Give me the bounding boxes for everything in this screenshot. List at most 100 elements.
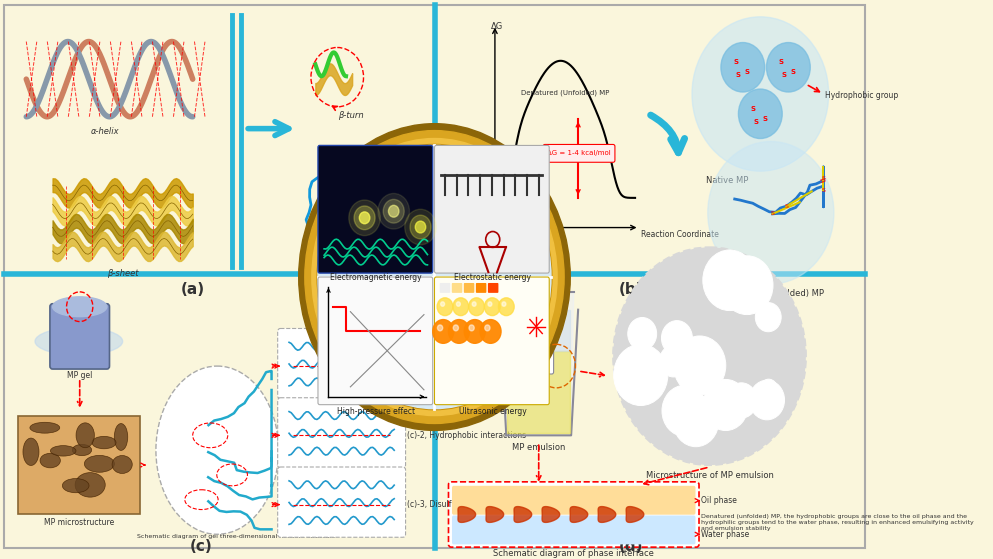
Text: Electrostatic energy: Electrostatic energy (454, 273, 531, 282)
Circle shape (465, 320, 486, 343)
Ellipse shape (30, 422, 60, 433)
Text: Reaction Coordinate: Reaction Coordinate (641, 230, 719, 239)
Text: Random Coil: Random Coil (333, 265, 385, 274)
Ellipse shape (76, 423, 94, 448)
Text: Native MP: Native MP (706, 176, 749, 185)
Ellipse shape (72, 444, 91, 456)
Circle shape (661, 321, 692, 356)
FancyBboxPatch shape (464, 283, 475, 293)
Text: Electromagnetic energy: Electromagnetic energy (331, 273, 422, 282)
Ellipse shape (112, 456, 132, 473)
FancyBboxPatch shape (278, 398, 405, 468)
Ellipse shape (23, 438, 39, 466)
FancyBboxPatch shape (278, 329, 405, 399)
Circle shape (355, 206, 375, 230)
FancyBboxPatch shape (440, 283, 450, 293)
Text: MP microstructure: MP microstructure (44, 518, 114, 528)
Text: (d): (d) (619, 539, 642, 554)
Text: MP: MP (527, 354, 539, 363)
Text: S: S (821, 176, 825, 181)
Text: (c)-3, Disulfide bonds: (c)-3, Disulfide bonds (407, 500, 490, 509)
Text: S: S (733, 59, 739, 65)
Circle shape (349, 200, 380, 236)
Text: (c): (c) (190, 539, 213, 554)
Circle shape (613, 247, 806, 465)
Text: Schematic diagram of phase interface: Schematic diagram of phase interface (494, 549, 654, 558)
Circle shape (614, 344, 668, 405)
Text: S: S (821, 178, 825, 183)
Text: Water phase: Water phase (701, 530, 749, 539)
Circle shape (469, 298, 485, 316)
Polygon shape (507, 310, 570, 351)
Circle shape (318, 145, 551, 409)
Circle shape (383, 200, 404, 223)
Circle shape (760, 379, 778, 399)
Polygon shape (503, 292, 574, 435)
Ellipse shape (40, 453, 61, 468)
Text: β-sheet: β-sheet (107, 269, 138, 278)
Text: Microstructure of MP emulsion: Microstructure of MP emulsion (645, 471, 774, 480)
Ellipse shape (63, 479, 89, 492)
Ellipse shape (114, 424, 128, 451)
Text: S: S (784, 203, 788, 209)
Ellipse shape (53, 297, 107, 316)
Circle shape (449, 320, 470, 343)
Circle shape (405, 209, 436, 245)
Text: S: S (790, 69, 795, 75)
Circle shape (438, 325, 443, 331)
Text: S: S (736, 72, 741, 78)
Polygon shape (486, 506, 503, 523)
Polygon shape (627, 506, 643, 523)
Circle shape (453, 298, 469, 316)
Text: Native MP: Native MP (508, 206, 547, 215)
FancyBboxPatch shape (452, 283, 463, 293)
Circle shape (756, 302, 781, 331)
Text: Denatured (Unfolded) MP: Denatured (Unfolded) MP (520, 89, 609, 96)
Circle shape (359, 212, 369, 224)
Text: S: S (821, 188, 825, 193)
Circle shape (317, 144, 552, 410)
Circle shape (312, 139, 557, 415)
Text: ΔG = 1-4 kcal/mol: ΔG = 1-4 kcal/mol (547, 150, 611, 157)
Text: S: S (771, 211, 775, 216)
Text: β-turn: β-turn (339, 111, 363, 120)
Circle shape (708, 141, 834, 284)
Text: (a): (a) (181, 282, 205, 297)
Polygon shape (458, 506, 476, 523)
FancyBboxPatch shape (452, 486, 695, 515)
FancyBboxPatch shape (435, 145, 549, 273)
Bar (18, 415, 140, 514)
Circle shape (703, 250, 757, 311)
FancyBboxPatch shape (449, 482, 699, 547)
Circle shape (659, 345, 687, 377)
Polygon shape (598, 506, 616, 523)
Text: ΔG: ΔG (491, 22, 502, 31)
Circle shape (305, 131, 564, 424)
Circle shape (721, 42, 765, 92)
Ellipse shape (92, 437, 116, 449)
Circle shape (415, 221, 426, 233)
Circle shape (378, 193, 409, 229)
Polygon shape (570, 506, 588, 523)
Text: Denatured (Unfolded) MP: Denatured (Unfolded) MP (717, 289, 824, 298)
Ellipse shape (156, 366, 279, 534)
Circle shape (457, 302, 461, 306)
Text: (c)-2, Hydrophobic interactions: (c)-2, Hydrophobic interactions (407, 431, 526, 440)
FancyBboxPatch shape (543, 144, 615, 162)
Circle shape (673, 395, 719, 447)
Ellipse shape (84, 456, 114, 472)
Circle shape (628, 318, 656, 350)
Polygon shape (542, 506, 560, 523)
Text: High-pressure effect: High-pressure effect (338, 406, 415, 416)
Circle shape (433, 320, 454, 343)
Circle shape (498, 298, 514, 316)
Circle shape (767, 42, 810, 92)
Text: S: S (763, 116, 768, 122)
Circle shape (437, 298, 453, 316)
Text: Denatured (unfolded) MP, the hydrophobic groups are close to the oil phase and t: Denatured (unfolded) MP, the hydrophobic… (701, 514, 973, 531)
Polygon shape (514, 506, 531, 523)
Ellipse shape (75, 472, 105, 497)
Circle shape (662, 385, 707, 437)
Circle shape (388, 205, 399, 217)
Text: Hydrophobic group: Hydrophobic group (825, 92, 899, 101)
